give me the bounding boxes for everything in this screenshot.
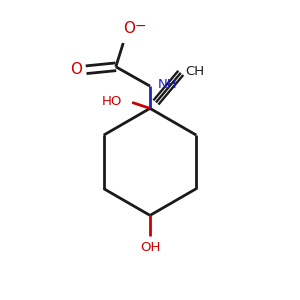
Text: −: − (134, 19, 146, 33)
Text: NH: NH (158, 78, 177, 91)
Text: OH: OH (140, 241, 160, 254)
Text: HO: HO (101, 95, 122, 108)
Text: CH: CH (185, 65, 204, 78)
Text: O: O (123, 21, 135, 36)
Text: O: O (70, 62, 82, 77)
